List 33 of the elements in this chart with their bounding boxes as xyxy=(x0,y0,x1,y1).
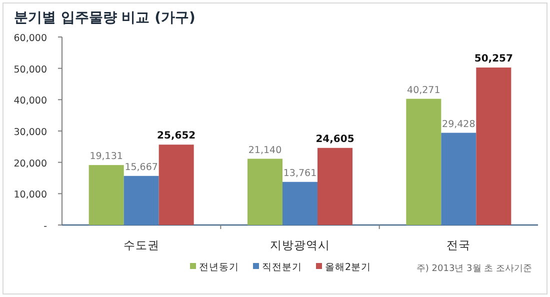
y-tick-label: 50,000 xyxy=(14,64,47,76)
data-label: 50,257 xyxy=(474,54,513,65)
bar xyxy=(318,148,352,225)
data-label: 40,271 xyxy=(407,84,440,96)
bar xyxy=(441,132,476,225)
bar xyxy=(476,68,512,225)
y-tick-label: 30,000 xyxy=(14,127,47,138)
chart-title: 분기별 입주물량 비교 (가구) xyxy=(14,10,196,26)
bar xyxy=(124,176,159,225)
y-tick-label: 40,000 xyxy=(14,96,47,107)
data-label: 19,131 xyxy=(90,151,123,162)
text: 주) 2013년 3월 초 조사기준 xyxy=(416,264,532,274)
y-tick-label: 20,000 xyxy=(14,158,47,170)
y-tick-label: 60,000 xyxy=(14,33,47,44)
data-label: 21,140 xyxy=(248,144,282,156)
bar xyxy=(88,165,124,225)
x-tick-label: 전국 xyxy=(446,238,471,252)
legend-label: 전년동기 xyxy=(199,262,239,273)
y-tick-label: - xyxy=(44,221,47,232)
data-label: 29,428 xyxy=(442,118,476,130)
data-label: 25,652 xyxy=(157,130,196,142)
legend-label: 올해2분기 xyxy=(325,262,372,273)
bar xyxy=(406,98,442,225)
bar xyxy=(282,182,318,225)
x-tick-label: 지방광역시 xyxy=(270,238,330,252)
bar xyxy=(158,144,194,225)
legend-label: 직전분기 xyxy=(262,262,302,273)
x-tick-label: 수도권 xyxy=(123,238,160,252)
bar xyxy=(248,158,282,225)
data-label: 24,605 xyxy=(316,134,354,145)
data-label: 15,667 xyxy=(124,162,158,173)
y-tick-label: 10,000 xyxy=(14,190,47,201)
data-label: 13,761 xyxy=(283,168,317,179)
